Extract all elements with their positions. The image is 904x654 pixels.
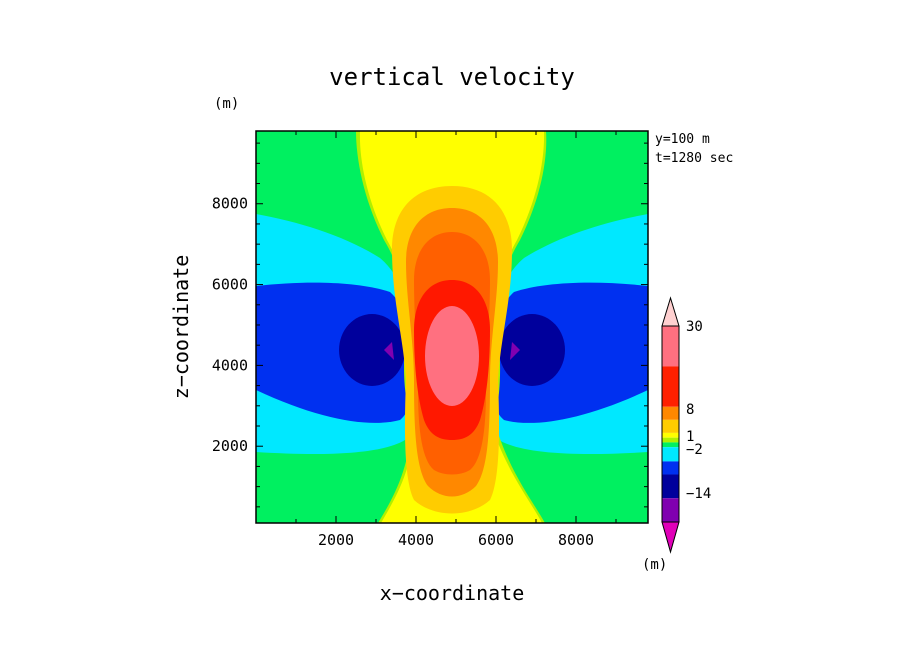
contour-pink-core xyxy=(425,306,479,406)
annotation-y: y=100 m xyxy=(655,132,710,147)
plot-frame xyxy=(255,130,649,524)
colorbar-unit-label: (m) xyxy=(642,557,667,573)
colorbar-swatch xyxy=(662,447,679,462)
colorbar-label: 8 xyxy=(686,402,694,418)
y-tick-label: 6000 xyxy=(212,276,248,294)
colorbar-swatch xyxy=(662,432,679,438)
x-tick-label: 4000 xyxy=(398,531,434,549)
colorbar-label: −2 xyxy=(686,442,703,458)
y-tick-label: 2000 xyxy=(212,437,248,455)
colorbar-swatch xyxy=(662,419,679,433)
chart-title: vertical velocity xyxy=(329,63,575,91)
colorbar-swatch xyxy=(662,498,679,522)
x-axis-label: x−coordinate xyxy=(380,581,525,605)
colorbar-labels: 30 8 1 −2 −14 xyxy=(686,319,711,502)
colorbar-label: 1 xyxy=(686,429,694,445)
colorbar-swatch xyxy=(662,474,679,499)
z-unit-label: (m) xyxy=(214,96,239,112)
colorbar-swatch xyxy=(662,366,679,407)
colorbar-label: −14 xyxy=(686,486,711,502)
colorbar-swatch xyxy=(662,442,679,448)
contour-left-purple xyxy=(384,342,394,360)
annotation-t: t=1280 sec xyxy=(655,151,733,166)
contour-left-darkblue xyxy=(339,314,405,386)
axis-ticks xyxy=(256,131,648,523)
x-tick-label: 2000 xyxy=(318,531,354,549)
y-tick-label: 8000 xyxy=(212,195,248,213)
colorbar-swatch xyxy=(662,326,679,367)
colorbar-bottom-arrow xyxy=(661,521,680,554)
x-tick-label: 6000 xyxy=(478,531,514,549)
colorbar-label: 30 xyxy=(686,319,703,335)
contour-field xyxy=(256,131,648,523)
contour-right-purple xyxy=(510,342,520,360)
colorbar-top-arrow xyxy=(661,296,680,327)
y-tick-labels: 2000 4000 6000 8000 xyxy=(212,195,248,455)
x-tick-label: 8000 xyxy=(558,531,594,549)
colorbar-swatch xyxy=(662,437,679,443)
y-tick-label: 4000 xyxy=(212,356,248,374)
y-axis-label: z−coordinate xyxy=(169,255,193,400)
colorbar-swatch xyxy=(662,461,679,475)
colorbar-swatch xyxy=(662,406,679,420)
colorbar xyxy=(661,296,680,554)
x-tick-labels: 2000 4000 6000 8000 xyxy=(318,531,594,549)
contour-right-darkblue xyxy=(499,314,565,386)
